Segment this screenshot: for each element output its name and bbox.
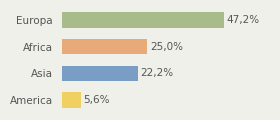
- Bar: [62, 66, 138, 81]
- Bar: [62, 93, 81, 108]
- Text: 25,0%: 25,0%: [150, 42, 183, 52]
- Bar: [62, 12, 224, 27]
- Bar: [62, 39, 147, 54]
- Text: 5,6%: 5,6%: [83, 95, 110, 105]
- Text: 22,2%: 22,2%: [141, 68, 174, 78]
- Text: 47,2%: 47,2%: [226, 15, 260, 25]
